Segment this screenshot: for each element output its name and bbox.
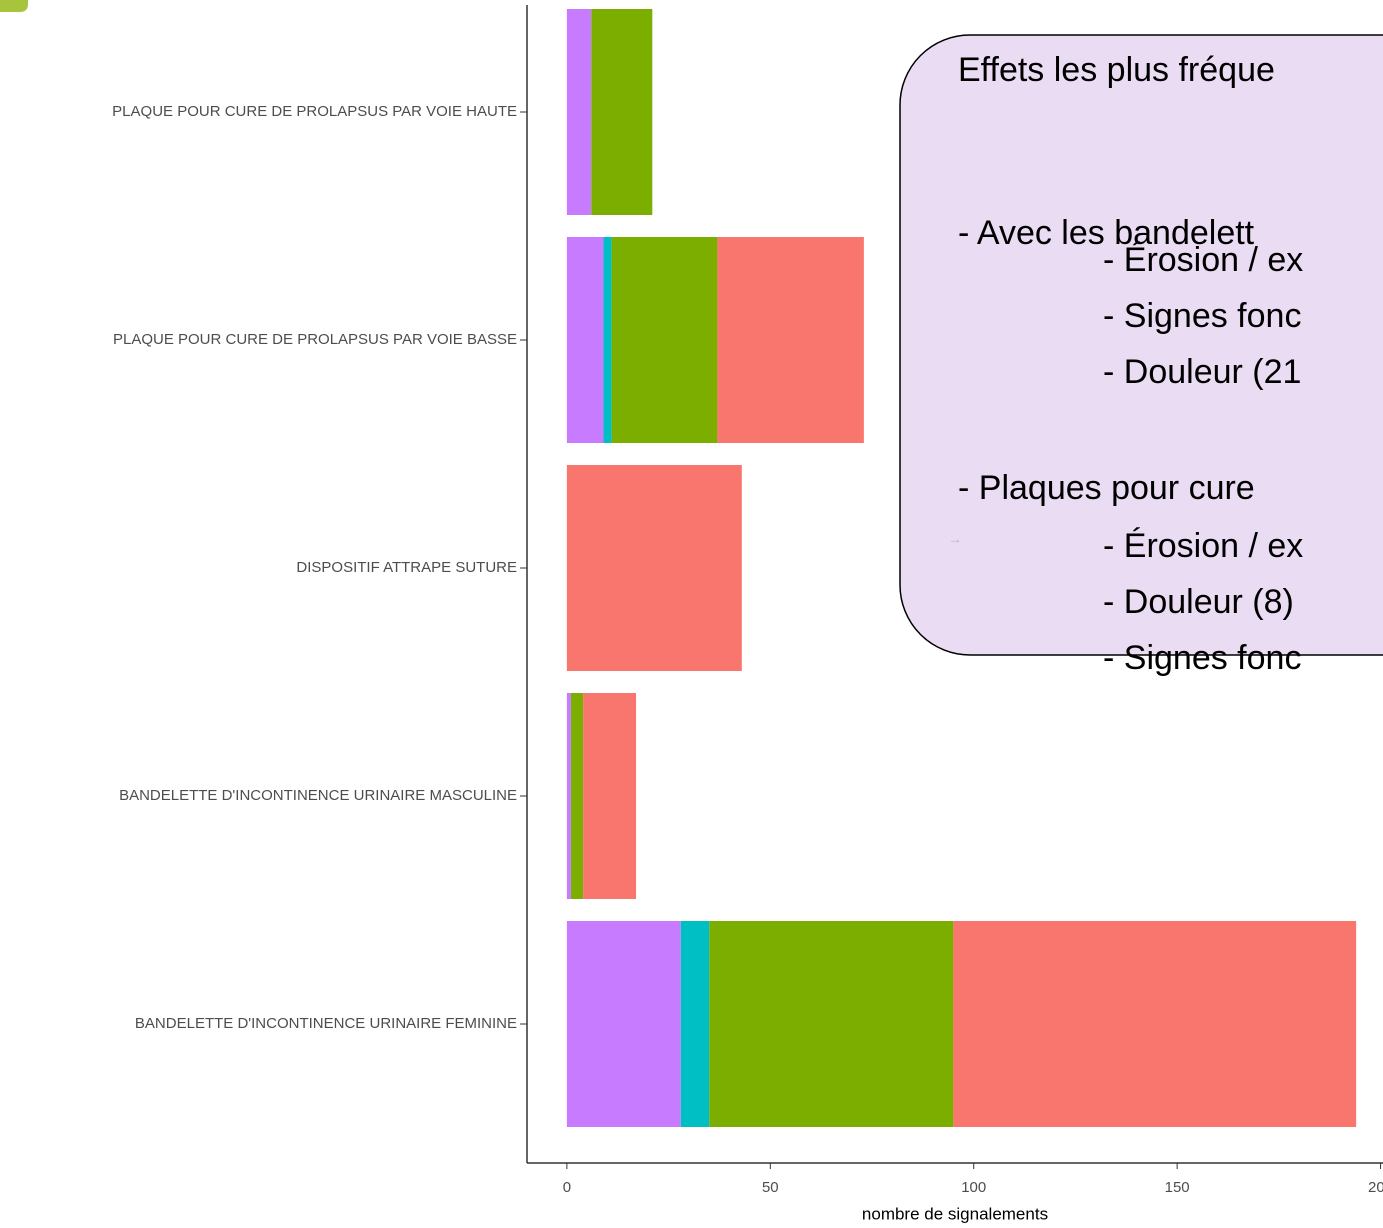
- annotation-line: - Douleur (8): [1103, 583, 1294, 621]
- annotation-line: - Douleur (21: [1103, 353, 1301, 391]
- annotation: → Effets les plus fréque - Avec les bande…: [899, 34, 1383, 677]
- bar-segment: [570, 693, 584, 899]
- bar-segment: [566, 237, 604, 443]
- bar-segment: [717, 237, 864, 443]
- x-tick-label: 0: [563, 1179, 571, 1196]
- annotation-line: - Plaques pour cure: [958, 469, 1255, 507]
- x-tick-label: 150: [1165, 1179, 1190, 1196]
- corner-decoration: [0, 0, 28, 12]
- bar-segment: [680, 921, 710, 1127]
- y-tick-label: DISPOSITIF ATTRAPE SUTURE: [296, 559, 517, 576]
- annotation-line: - Signes fonc: [1103, 639, 1301, 677]
- x-tick-label: 50: [762, 1179, 779, 1196]
- y-tick-label: PLAQUE POUR CURE DE PROLAPSUS PAR VOIE B…: [113, 331, 517, 348]
- annotation-line: - Érosion / ex: [1103, 241, 1303, 279]
- bar-segment: [583, 693, 637, 899]
- bar-segment: [566, 693, 571, 899]
- annotation-line: - Avec les bandelett: [958, 214, 1255, 252]
- y-tick-label: PLAQUE POUR CURE DE PROLAPSUS PAR VOIE H…: [112, 103, 517, 120]
- bar-segment: [566, 921, 681, 1127]
- x-tick-label: 100: [961, 1179, 986, 1196]
- x-tick-label: 200: [1368, 1179, 1383, 1196]
- bar-segment: [709, 921, 954, 1127]
- y-tick-label: BANDELETTE D'INCONTINENCE URINAIRE MASCU…: [119, 787, 517, 804]
- y-tick-label: BANDELETTE D'INCONTINENCE URINAIRE FEMIN…: [135, 1015, 517, 1032]
- annotation-line: - Signes fonc: [1103, 297, 1301, 335]
- arrow-icon: →: [948, 531, 962, 547]
- bar-segment: [566, 9, 592, 215]
- bar-segment: [953, 921, 1357, 1127]
- annotation-line: - Érosion / ex: [1103, 527, 1303, 565]
- bar-segment: [566, 465, 742, 671]
- annotation-box: [899, 34, 1383, 656]
- bar-segment: [603, 237, 612, 443]
- bar-segment: [611, 237, 718, 443]
- annotation-title: Effets les plus fréque: [958, 51, 1275, 89]
- x-axis-title: nombre de signalements: [862, 1204, 1048, 1223]
- bar-segment: [591, 9, 653, 215]
